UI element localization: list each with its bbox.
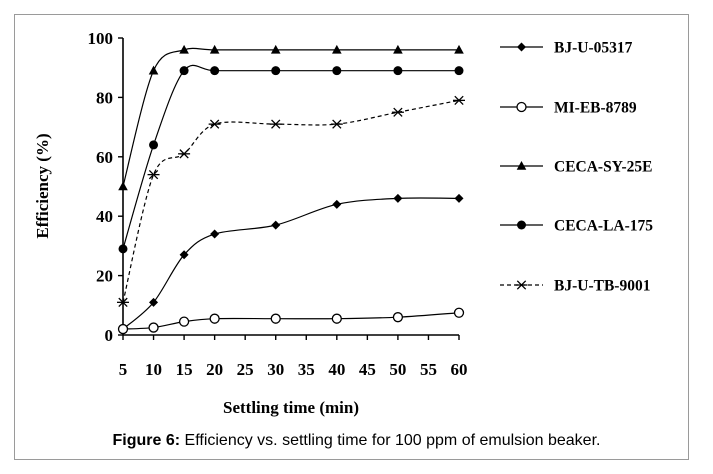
series-ceca-sy-25e [118, 44, 464, 191]
chart-legend: BJ-U-05317 MI-EB-8789 CECA-SY-25E CECA-LA-1… [500, 40, 653, 295]
data-point [208, 119, 221, 129]
data-point [393, 193, 403, 203]
y-tick-label: 40 [96, 207, 113, 226]
data-point [332, 66, 342, 76]
data-point [270, 44, 281, 54]
data-point [178, 149, 191, 159]
y-tick-label: 80 [96, 88, 113, 107]
series-line [122, 47, 459, 187]
x-tick-labels: 5 10 15 20 25 30 35 40 45 50 55 60 [119, 360, 468, 379]
y-axis-label: Efficiency (%) [33, 133, 52, 238]
series-mi-eb-8789 [117, 307, 465, 335]
legend-item: BJ-U-05317 [500, 40, 633, 57]
x-tick-label: 15 [176, 360, 193, 379]
data-point [269, 119, 282, 129]
legend-item: CECA-LA-175 [500, 218, 653, 235]
data-point [332, 44, 342, 54]
data-point [393, 44, 403, 54]
caption-label: Figure 6: [112, 432, 181, 449]
x-tick-label: 20 [206, 360, 223, 379]
data-point [271, 220, 281, 230]
data-point [148, 322, 159, 333]
series-line [122, 99, 460, 303]
data-point [453, 307, 465, 318]
series-bj-u-tb-9001 [117, 95, 465, 307]
x-tick-label: 10 [145, 360, 162, 379]
data-point [393, 66, 403, 76]
legend-label: BJ-U-05317 [554, 40, 633, 57]
x-tick-label: 40 [328, 360, 345, 379]
x-tick-label: 5 [119, 360, 128, 379]
data-point [332, 199, 342, 209]
data-point [149, 297, 159, 307]
y-tick-label: 20 [96, 267, 113, 286]
x-tick-label: 50 [389, 360, 406, 379]
data-point [179, 250, 189, 260]
data-point [117, 323, 129, 335]
series-ceca-la-175 [118, 64, 464, 254]
legend-label: CECA-SY-25E [554, 159, 652, 176]
legend-item: CECA-SY-25E [500, 159, 652, 176]
x-tick-label: 25 [237, 360, 254, 379]
y-tick-label: 100 [88, 29, 114, 48]
y-tick-labels: 0 20 40 60 80 100 [88, 29, 114, 345]
data-point [392, 312, 404, 323]
data-point [179, 66, 189, 76]
x-axis-label: Settling time (min) [223, 398, 359, 417]
legend-label: MI-EB-8789 [554, 100, 637, 117]
data-point [179, 44, 189, 54]
data-point [454, 193, 464, 203]
legend-item: MI-EB-8789 [500, 100, 637, 117]
data-point [210, 229, 220, 239]
data-point [517, 42, 526, 52]
data-point [209, 44, 220, 54]
data-point [148, 65, 159, 75]
data-point [270, 313, 281, 324]
data-point [391, 107, 404, 117]
chart-axes [118, 37, 460, 340]
data-point [118, 244, 128, 254]
data-point [149, 140, 159, 150]
legend-item: BJ-U-TB-9001 [500, 278, 650, 295]
legend-label: BJ-U-TB-9001 [554, 278, 650, 295]
data-point [516, 161, 527, 170]
y-tick-label: 60 [96, 148, 113, 167]
data-point [209, 313, 220, 324]
x-tick-label: 60 [451, 360, 468, 379]
x-tick-label: 35 [298, 360, 315, 379]
data-point [178, 316, 190, 327]
data-point [118, 181, 128, 191]
series-line [122, 64, 459, 250]
legend-label: CECA-LA-175 [554, 218, 653, 235]
data-point [516, 101, 527, 113]
data-point [147, 169, 160, 180]
data-point [210, 66, 220, 76]
chart-series [117, 44, 465, 335]
x-tick-label: 45 [359, 360, 376, 379]
series-line [122, 312, 460, 330]
y-tick-label: 0 [105, 326, 114, 345]
data-point [330, 119, 343, 129]
x-tick-label: 30 [267, 360, 284, 379]
data-point [117, 297, 129, 307]
data-point [454, 44, 464, 54]
data-point [454, 66, 464, 76]
data-point [453, 95, 465, 106]
series-bj-u-05317 [118, 193, 464, 334]
data-point [331, 313, 342, 324]
data-point [271, 66, 281, 76]
caption-text: Efficiency vs. settling time for 100 ppm… [184, 432, 601, 449]
data-point [517, 220, 526, 230]
data-point [515, 280, 528, 290]
figure-caption: Figure 6: Efficiency vs. settling time f… [0, 432, 713, 450]
x-tick-label: 55 [420, 360, 437, 379]
series-line [122, 197, 460, 330]
